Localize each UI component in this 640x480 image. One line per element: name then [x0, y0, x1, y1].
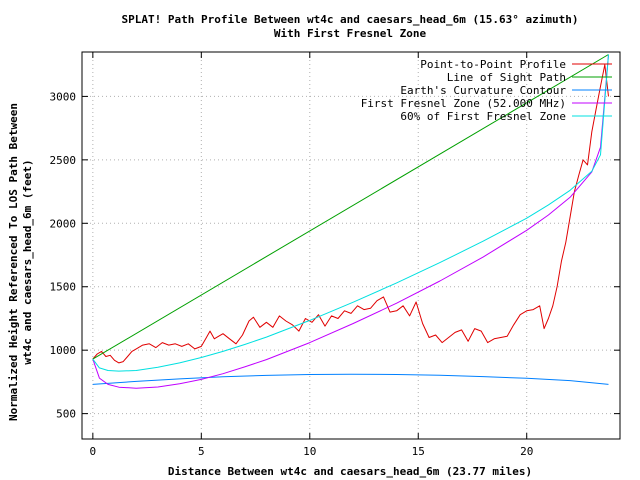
series-line-curvature	[92, 373, 609, 385]
legend-label-curvature: Earth's Curvature Contour	[400, 84, 566, 97]
y-tick-label: 2500	[50, 154, 77, 167]
series-line-profile	[92, 64, 609, 364]
y-tick-label: 500	[56, 408, 76, 421]
chart-title: SPLAT! Path Profile Between wt4c and cae…	[122, 13, 579, 26]
axis-ticks: 0 5 10 15 20 500 1000 1500 2000 2500 3000	[50, 52, 620, 458]
y-tick-label: 3000	[50, 90, 77, 103]
legend-label-los: Line of Sight Path	[447, 71, 566, 84]
plot-frame	[81, 51, 621, 440]
series-line-fresnel	[92, 54, 609, 389]
x-tick-label: 0	[90, 445, 97, 458]
grid-lines	[82, 52, 620, 439]
legend-label-profile: Point-to-Point Profile	[420, 58, 566, 71]
x-tick-label: 15	[412, 445, 425, 458]
y-tick-label: 2000	[50, 217, 77, 230]
y-tick-label: 1500	[50, 281, 77, 294]
legend-label-fresnel: First Fresnel Zone (52.000 MHz)	[361, 97, 566, 110]
x-tick-label: 20	[520, 445, 533, 458]
x-tick-label: 10	[303, 445, 316, 458]
legend-label-fresnel-60: 60% of First Fresnel Zone	[400, 110, 566, 123]
series-line-los	[92, 54, 609, 360]
x-axis-label: Distance Between wt4c and caesars_head_6…	[168, 465, 532, 478]
y-tick-label: 1000	[50, 344, 77, 357]
chart-subtitle: With First Fresnel Zone	[274, 27, 427, 40]
series-layer	[92, 54, 609, 389]
series-line-fresnel-60	[92, 54, 609, 372]
x-tick-label: 5	[198, 445, 205, 458]
y-axis-label-line1: Normalized Height Referenced To LOS Path…	[7, 103, 20, 421]
y-axis-label-line2: wt4c and caesars_head_6m (feet)	[21, 159, 34, 364]
